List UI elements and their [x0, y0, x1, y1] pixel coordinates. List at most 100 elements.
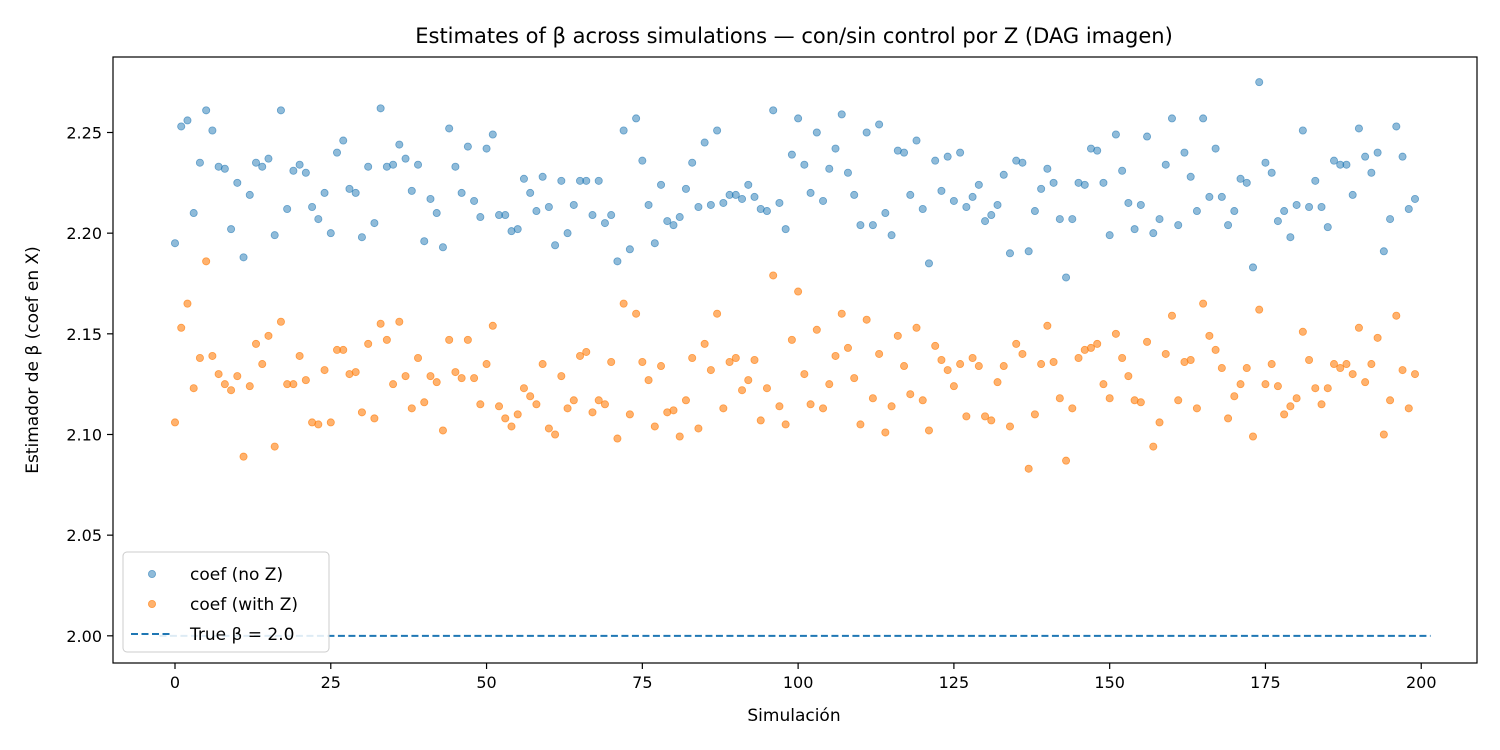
data-point: [1024, 247, 1033, 256]
data-point: [519, 384, 528, 393]
data-point: [1174, 221, 1183, 230]
data-point: [333, 148, 342, 157]
data-point: [258, 360, 267, 369]
data-point: [414, 160, 423, 169]
data-point: [582, 176, 591, 185]
data-point: [825, 380, 834, 389]
data-point: [438, 243, 447, 252]
data-point: [706, 366, 715, 375]
data-point: [245, 382, 254, 391]
x-tick-label: 25: [321, 673, 341, 692]
data-point: [781, 420, 790, 429]
data-point: [924, 259, 933, 268]
data-point: [694, 424, 703, 433]
data-point: [1124, 372, 1133, 381]
data-point: [1323, 384, 1332, 393]
data-point: [769, 106, 778, 115]
data-point: [1174, 396, 1183, 405]
data-point: [862, 128, 871, 137]
data-point: [1005, 249, 1014, 258]
data-point: [1030, 207, 1039, 216]
data-point: [868, 221, 877, 230]
data-point: [401, 372, 410, 381]
data-point: [850, 190, 859, 199]
data-point: [681, 396, 690, 405]
data-point: [1143, 132, 1152, 141]
data-point: [775, 402, 784, 411]
data-point: [607, 211, 616, 220]
data-point: [445, 124, 454, 133]
data-point: [320, 366, 329, 375]
data-point: [887, 402, 896, 411]
data-point: [426, 194, 435, 203]
data-point: [1143, 337, 1152, 346]
data-point: [625, 245, 634, 254]
data-point: [688, 353, 697, 362]
data-point: [675, 213, 684, 222]
data-point: [638, 358, 647, 367]
data-point: [943, 366, 952, 375]
data-point: [974, 180, 983, 189]
data-point: [657, 180, 666, 189]
data-point: [264, 154, 273, 163]
data-point: [470, 196, 479, 205]
data-point: [625, 410, 634, 419]
data-point: [831, 351, 840, 360]
data-point: [588, 211, 597, 220]
data-point: [289, 166, 298, 175]
data-point: [1311, 176, 1320, 185]
x-tick-label: 0: [170, 673, 180, 692]
data-point: [1043, 164, 1052, 173]
data-point: [227, 386, 236, 395]
data-point: [544, 202, 553, 211]
data-point: [1130, 225, 1139, 234]
data-point: [949, 382, 958, 391]
data-point: [538, 172, 547, 181]
data-point: [918, 204, 927, 213]
data-point: [233, 178, 242, 187]
data-point: [239, 452, 248, 461]
data-point: [432, 378, 441, 387]
data-point: [457, 188, 466, 197]
data-point: [675, 432, 684, 441]
x-tick-label: 200: [1406, 673, 1437, 692]
data-point: [831, 144, 840, 153]
data-point: [526, 188, 535, 197]
data-point: [1136, 398, 1145, 407]
data-point: [220, 164, 229, 173]
data-point: [644, 200, 653, 209]
x-tick-label: 50: [476, 673, 496, 692]
data-point: [451, 162, 460, 171]
data-point: [295, 351, 304, 360]
data-point: [283, 204, 292, 213]
data-point: [619, 126, 628, 135]
data-point: [1049, 178, 1058, 187]
data-point: [270, 231, 279, 240]
data-point: [1074, 353, 1083, 362]
data-point: [1236, 380, 1245, 389]
data-point: [513, 225, 522, 234]
data-point: [881, 209, 890, 218]
data-point: [451, 368, 460, 377]
data-point: [787, 150, 796, 159]
data-point: [1161, 160, 1170, 169]
data-point: [1280, 207, 1289, 216]
data-point: [850, 374, 859, 383]
data-point: [1192, 404, 1201, 413]
y-tick-label: 2.25: [66, 123, 102, 142]
data-point: [457, 374, 466, 383]
data-point: [495, 402, 504, 411]
data-point: [320, 188, 329, 197]
data-point: [1093, 146, 1102, 155]
data-point: [956, 360, 965, 369]
data-point: [1311, 384, 1320, 393]
data-point: [600, 400, 609, 409]
data-point: [812, 128, 821, 137]
data-point: [301, 376, 310, 385]
data-point: [1037, 184, 1046, 193]
data-point: [195, 158, 204, 167]
data-point: [501, 211, 510, 220]
data-point: [663, 217, 672, 226]
legend-frame: [122, 551, 330, 653]
data-point: [519, 174, 528, 183]
